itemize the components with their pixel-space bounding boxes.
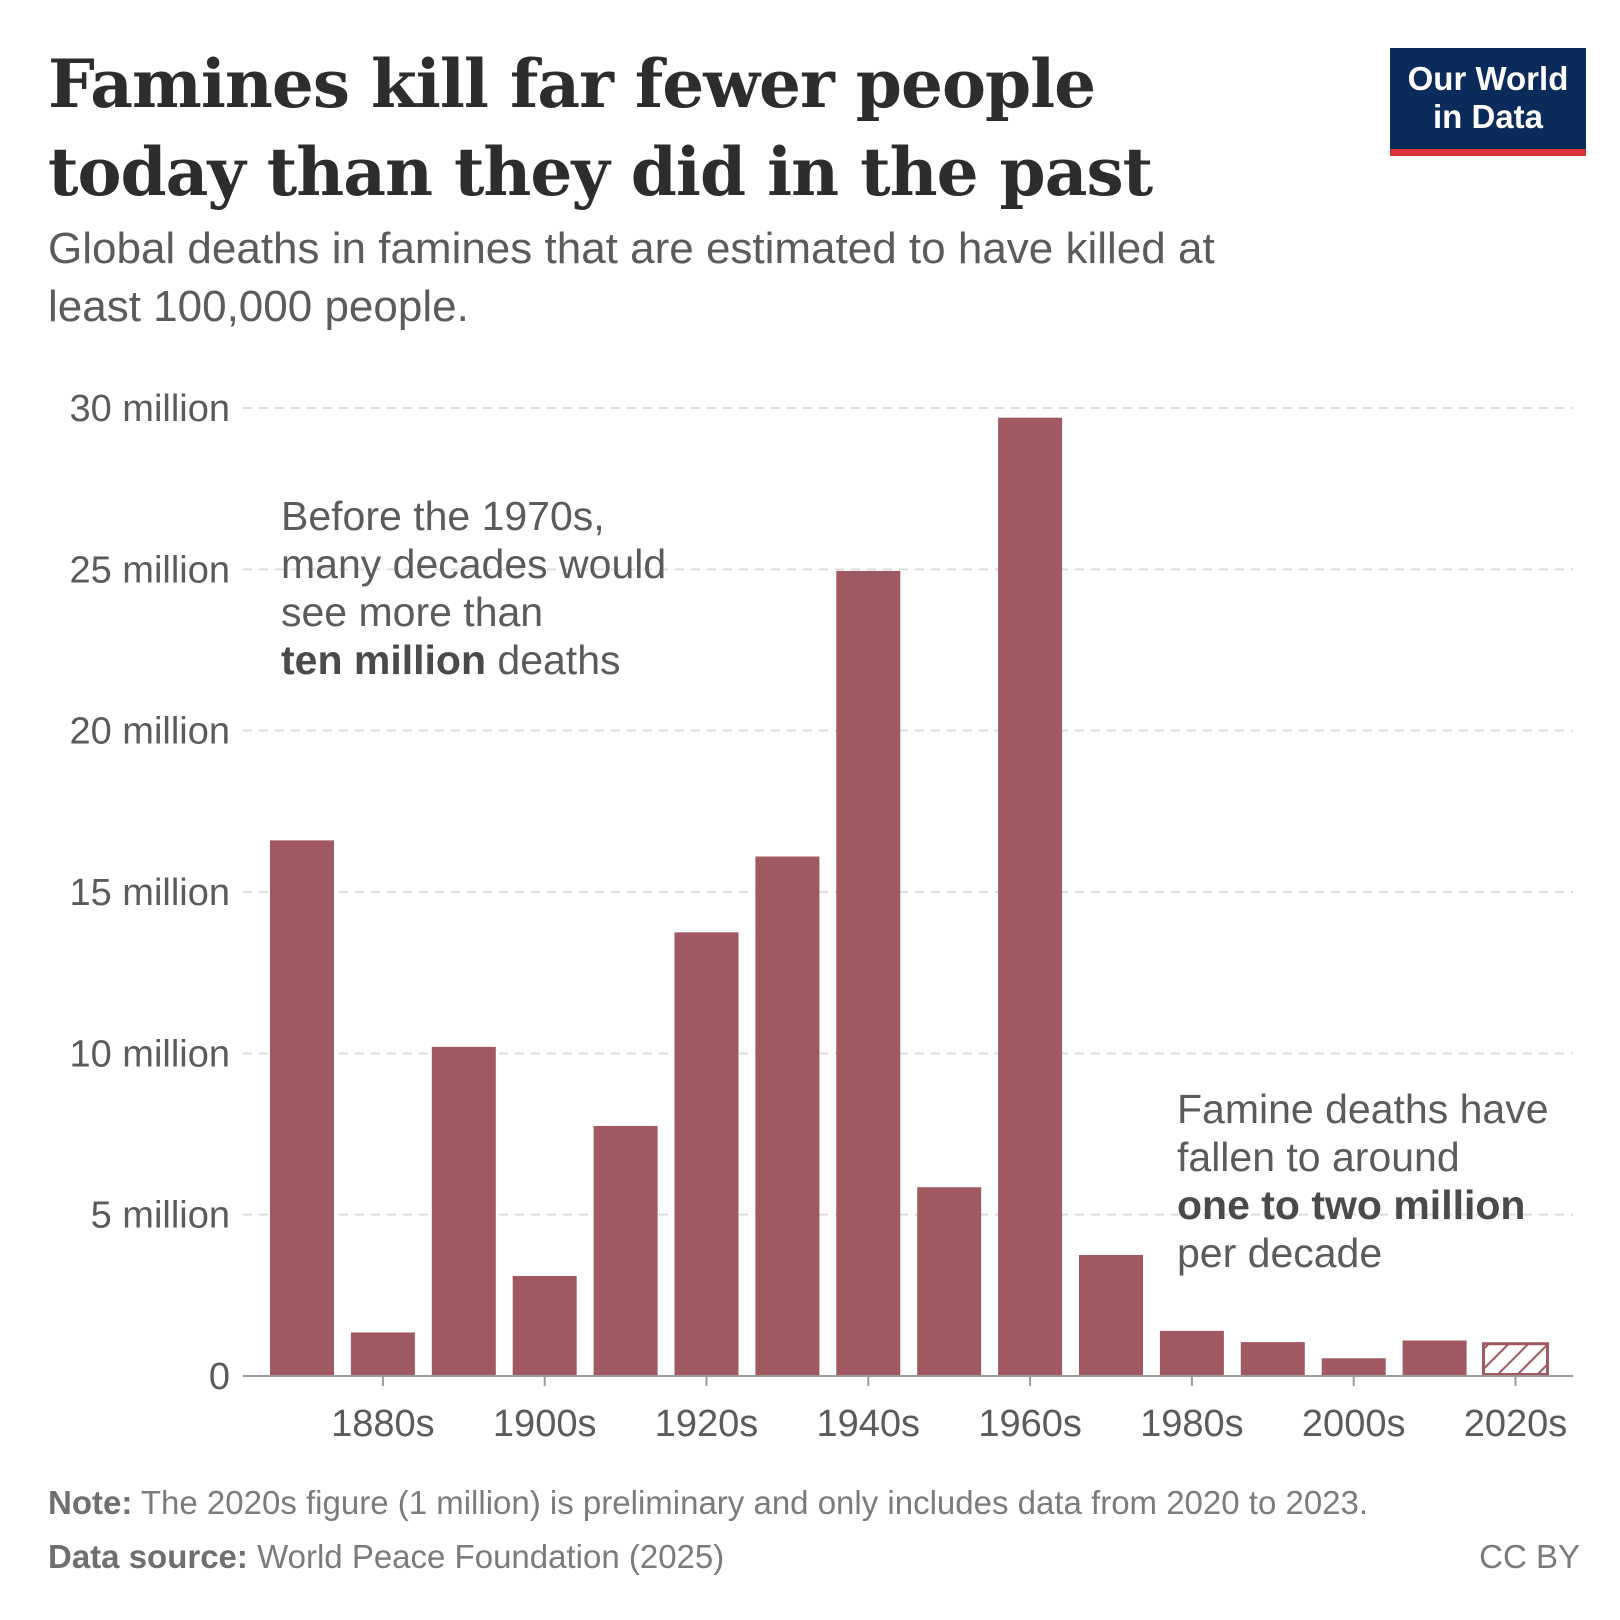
bar-2010s[interactable]	[1402, 1340, 1467, 1376]
x-tick-label: 2020s	[1464, 1403, 1568, 1445]
bar-1870s[interactable]	[270, 840, 334, 1376]
bar-1900s[interactable]	[512, 1275, 577, 1376]
annotation-right-line-1: Famine deaths have	[1177, 1086, 1549, 1132]
y-tick-label: 10 million	[69, 1033, 230, 1075]
x-axis-tick-labels: 1880s 1900s 1920s 1940s 1960s 1980s 2000s 2020s	[331, 1376, 1567, 1445]
x-tick-label: 1940s	[817, 1403, 921, 1445]
bar-1910s[interactable]	[593, 1125, 658, 1376]
annotation-left-rest: deaths	[486, 637, 621, 683]
annotation-right-bold: one to two million	[1177, 1182, 1526, 1228]
bar-1890s[interactable]	[431, 1046, 496, 1376]
x-tick-label: 1980s	[1140, 1403, 1244, 1445]
y-axis-tick-labels: 0 5 million 10 million 15 million 20 million…	[69, 388, 230, 1398]
note-label: Note:	[48, 1484, 133, 1521]
chart-title: Famines kill far fewer people today than…	[48, 45, 1153, 211]
owid-logo[interactable]: Our World in Data	[1390, 48, 1586, 156]
y-tick-label: 0	[209, 1356, 230, 1398]
bar-1970s[interactable]	[1079, 1255, 1143, 1376]
license-link[interactable]: CC BY	[1479, 1538, 1580, 1575]
y-tick-label: 20 million	[69, 711, 230, 753]
y-tick-label: 30 million	[69, 388, 230, 430]
y-tick-label: 5 million	[91, 1195, 230, 1237]
bars	[270, 417, 1549, 1376]
logo-line-2: in Data	[1432, 98, 1544, 135]
annotation-right-line-2: fallen to around	[1177, 1134, 1460, 1180]
source-text: World Peace Foundation (2025)	[247, 1538, 725, 1575]
annotation-left-line-3: see more than	[281, 589, 544, 635]
annotation-left-bold: ten million	[281, 637, 486, 683]
source-label: Data source:	[48, 1538, 248, 1575]
logo-line-1: Our World	[1407, 60, 1569, 97]
note-text: The 2020s figure (1 million) is prelimin…	[132, 1484, 1369, 1521]
annotation-left-line-2: many decades would	[281, 541, 667, 587]
bar-1980s[interactable]	[1159, 1330, 1224, 1376]
bar-2000s[interactable]	[1321, 1358, 1386, 1376]
annotation-left-line-1: Before the 1970s,	[281, 493, 605, 539]
annotation-right-line-4: per decade	[1177, 1230, 1383, 1276]
x-tick-label: 1920s	[655, 1403, 759, 1445]
bar-1880s[interactable]	[350, 1332, 415, 1376]
x-tick-label: 2000s	[1302, 1403, 1406, 1445]
bar-1920s[interactable]	[674, 932, 739, 1376]
x-tick-label: 1960s	[978, 1403, 1082, 1445]
x-tick-label: 1900s	[493, 1403, 597, 1445]
bar-chart: 0 5 million 10 million 15 million 20 million…	[69, 388, 1573, 1445]
bar-1930s[interactable]	[755, 856, 820, 1376]
data-source: Data source: World Peace Foundation (202…	[48, 1537, 724, 1577]
gridlines	[243, 407, 1573, 1216]
y-tick-label: 25 million	[69, 549, 230, 591]
y-tick-label: 15 million	[69, 872, 230, 914]
x-tick-label: 1880s	[331, 1403, 435, 1445]
bar-1960s[interactable]	[998, 417, 1063, 1376]
annotation-recent-decades: Famine deaths have fallen to around one …	[1177, 1085, 1597, 1277]
bar-1940s[interactable]	[836, 570, 901, 1376]
chart-subtitle: Global deaths in famines that are estima…	[48, 224, 1215, 331]
bar-1990s[interactable]	[1240, 1342, 1305, 1376]
bar-2020s[interactable]	[1482, 1342, 1549, 1376]
logo-text: Our World in Data	[1390, 60, 1586, 136]
annotation-before-1970s: Before the 1970s, many decades would see…	[281, 492, 741, 684]
chart-note: Note: The 2020s figure (1 million) is pr…	[48, 1483, 1368, 1523]
bar-1950s[interactable]	[917, 1187, 982, 1376]
